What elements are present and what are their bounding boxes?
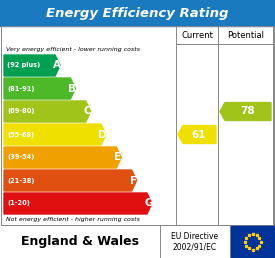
Text: (55-68): (55-68) bbox=[7, 132, 34, 138]
Bar bbox=[231, 226, 274, 257]
Text: F: F bbox=[130, 175, 137, 186]
Text: EU Directive
2002/91/EC: EU Directive 2002/91/EC bbox=[171, 232, 219, 251]
Text: Potential: Potential bbox=[227, 30, 264, 39]
Text: (81-91): (81-91) bbox=[7, 85, 34, 92]
Polygon shape bbox=[4, 124, 106, 145]
Text: England & Wales: England & Wales bbox=[21, 235, 139, 248]
Text: (21-38): (21-38) bbox=[7, 178, 34, 183]
Text: Energy Efficiency Rating: Energy Efficiency Rating bbox=[46, 6, 229, 20]
Text: (92 plus): (92 plus) bbox=[7, 62, 40, 69]
Polygon shape bbox=[178, 126, 216, 143]
Text: E: E bbox=[114, 152, 121, 163]
Polygon shape bbox=[4, 78, 75, 99]
Text: Current: Current bbox=[181, 30, 213, 39]
Bar bbox=[0, 0, 275, 26]
Text: B: B bbox=[68, 84, 76, 93]
Polygon shape bbox=[4, 170, 137, 191]
Text: (1-20): (1-20) bbox=[7, 200, 30, 206]
Text: G: G bbox=[144, 198, 153, 208]
Text: (69-80): (69-80) bbox=[7, 109, 34, 115]
Polygon shape bbox=[4, 55, 60, 76]
Text: 78: 78 bbox=[240, 107, 255, 117]
Polygon shape bbox=[4, 193, 152, 214]
Text: C: C bbox=[83, 107, 91, 117]
Polygon shape bbox=[220, 102, 271, 120]
Text: Very energy efficient - lower running costs: Very energy efficient - lower running co… bbox=[6, 47, 140, 52]
Text: A: A bbox=[53, 60, 60, 70]
Text: Not energy efficient - higher running costs: Not energy efficient - higher running co… bbox=[6, 216, 140, 222]
Polygon shape bbox=[4, 101, 91, 122]
Text: (39-54): (39-54) bbox=[7, 155, 34, 160]
Text: D: D bbox=[98, 130, 107, 140]
Text: 61: 61 bbox=[192, 130, 206, 140]
Bar bbox=[1, 26, 274, 225]
Polygon shape bbox=[4, 147, 121, 168]
